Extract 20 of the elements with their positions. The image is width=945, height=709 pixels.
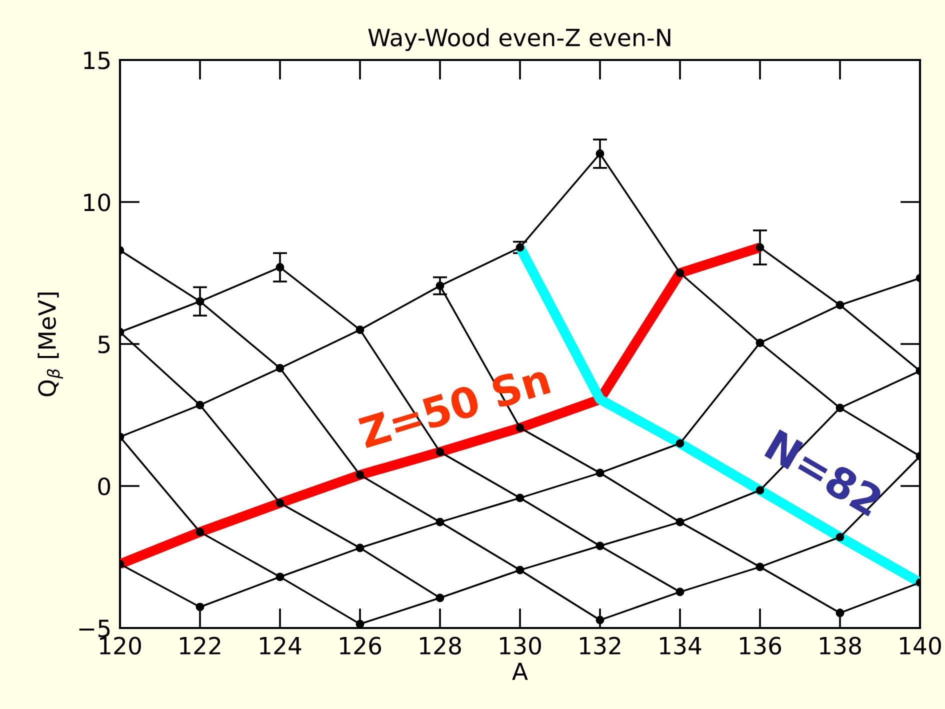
x-tick-label: 126	[340, 636, 382, 655]
x-tick-label: 136	[740, 636, 782, 655]
x-tick-label: 134	[660, 636, 702, 655]
text: Z=50 Sn	[358, 362, 551, 449]
y-tick-label: 0	[98, 477, 110, 496]
x-tick-label: 130	[500, 636, 541, 655]
x-axis-title: A	[512, 662, 528, 680]
y-tick-label: −5	[79, 620, 110, 638]
y-axis-title: Q$_{β}$ [MeV]	[38, 292, 63, 396]
x-tick-label: 122	[180, 636, 220, 654]
chart-title: Way-Wood even-Z even-N	[368, 28, 670, 52]
y-tick-label: 15	[84, 52, 110, 70]
x-tick-label: 132	[580, 636, 620, 655]
x-tick-label: 120	[100, 636, 141, 655]
y-tick-label: 5	[98, 336, 110, 354]
x-tick-label: 140	[900, 636, 941, 655]
y-tick-label: 10	[84, 193, 110, 212]
x-tick-label: 138	[820, 636, 861, 655]
x-tick-label: 128	[420, 636, 461, 655]
x-tick-label: 124	[260, 636, 302, 654]
